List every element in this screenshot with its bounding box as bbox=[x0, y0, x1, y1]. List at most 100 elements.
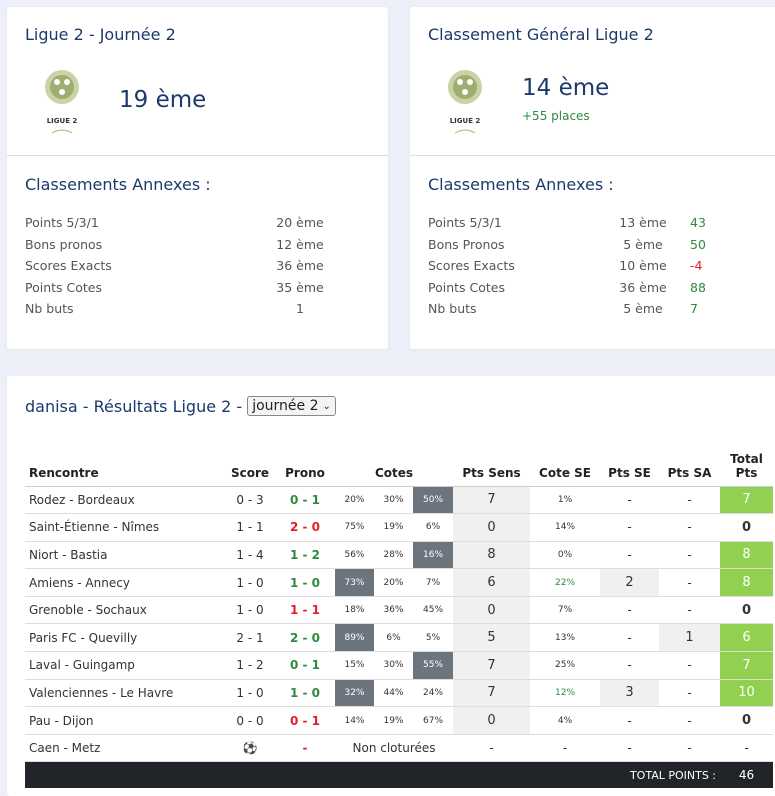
col-cote-se: Cote SE bbox=[530, 442, 601, 487]
pts-se: - bbox=[600, 596, 660, 625]
annexe-points: -4 bbox=[690, 258, 703, 274]
cote-2: 6% bbox=[374, 623, 413, 653]
cote-2: 20% bbox=[374, 568, 413, 597]
pts-sens: 7 bbox=[453, 486, 531, 515]
annexe-label: Scores Exacts bbox=[25, 258, 112, 274]
rank-delta: +55 places bbox=[522, 109, 590, 123]
annexes-list: Points 5/3/1 20 ème Bons pronos 12 ème Score… bbox=[25, 215, 365, 323]
annexe-row: Points 5/3/1 13 ème 43 bbox=[428, 215, 768, 237]
pts-se: - bbox=[600, 541, 660, 570]
annexe-label: Nb buts bbox=[428, 301, 477, 317]
prono: 0 - 1 bbox=[275, 706, 335, 735]
cote-1: 32% bbox=[335, 679, 374, 708]
match-name: Niort - Bastia bbox=[25, 541, 225, 570]
cote-2: 44% bbox=[374, 679, 413, 708]
divider bbox=[7, 155, 388, 156]
cote-3: 24% bbox=[413, 679, 454, 708]
col-cotes: Cotes bbox=[335, 442, 454, 487]
pts-sa: - bbox=[659, 706, 721, 735]
score-pending-icon: ⚽ bbox=[225, 734, 275, 763]
results-table: Rencontre Score Prono Cotes Pts Sens Cot… bbox=[25, 442, 774, 788]
cote-se: 12% bbox=[530, 679, 601, 708]
prono: 1 - 1 bbox=[275, 596, 335, 625]
pts-sens: 5 bbox=[453, 623, 531, 653]
ligue2-logo: LIGUE 2 bbox=[44, 69, 80, 134]
annexe-row: Bons pronos 12 ème bbox=[25, 237, 365, 259]
annexe-label: Bons Pronos bbox=[428, 236, 505, 252]
general-ranking-card: Classement Général Ligue 2 LIGUE 2 14 èm… bbox=[410, 7, 775, 349]
total-pts: 6 bbox=[720, 623, 774, 653]
pts-sa: - bbox=[659, 513, 721, 542]
pts-se: - bbox=[600, 513, 660, 542]
annexes-title: Classements Annexes : bbox=[428, 175, 614, 194]
annexe-label: Points 5/3/1 bbox=[428, 215, 502, 230]
annexe-label: Nb buts bbox=[25, 301, 74, 317]
journee-select[interactable]: journée 2 ⌄ bbox=[247, 396, 336, 416]
cote-2: 28% bbox=[374, 541, 413, 570]
score: 1 - 4 bbox=[225, 541, 275, 570]
score: 0 - 0 bbox=[225, 706, 275, 735]
spacer bbox=[25, 761, 601, 788]
score: 1 - 1 bbox=[225, 513, 275, 542]
col-score: Score bbox=[225, 442, 275, 487]
cote-se: 22% bbox=[530, 568, 601, 597]
annexe-row: Points 5/3/1 20 ème bbox=[25, 215, 365, 237]
cote-1: 18% bbox=[335, 596, 374, 625]
divider bbox=[410, 155, 775, 156]
rank-value: 19 ème bbox=[119, 87, 207, 113]
chevron-down-icon: ⌄ bbox=[322, 400, 331, 412]
cote-2: 36% bbox=[374, 596, 413, 625]
total-value: 46 bbox=[720, 761, 774, 788]
cote-se: 14% bbox=[530, 513, 601, 542]
cote-1: 15% bbox=[335, 651, 374, 680]
match-name: Laval - Guingamp bbox=[25, 651, 225, 680]
cote-1: 14% bbox=[335, 706, 374, 735]
annexe-row: Nb buts 1 bbox=[25, 301, 365, 323]
col-pts-se: Pts SE bbox=[600, 442, 660, 487]
cote-1: 89% bbox=[335, 623, 374, 653]
total-pts: 0 bbox=[720, 706, 774, 735]
table-row: Caen - Metz ⚽ - Non cloturées - - - - - bbox=[25, 734, 774, 763]
pts-se: 3 bbox=[600, 679, 660, 708]
total-pts: 0 bbox=[720, 513, 774, 542]
cote-1: 20% bbox=[335, 486, 374, 515]
cote-se: 4% bbox=[530, 706, 601, 735]
pts-sens: 7 bbox=[453, 651, 531, 680]
prono: 1 - 0 bbox=[275, 568, 335, 597]
cote-3: 16% bbox=[413, 541, 454, 570]
card-title: Ligue 2 - Journée 2 bbox=[25, 25, 176, 44]
cote-3: 55% bbox=[413, 651, 454, 680]
pts-sa: - bbox=[659, 486, 721, 515]
score: 2 - 1 bbox=[225, 623, 275, 653]
col-rencontre: Rencontre bbox=[25, 442, 225, 487]
score: 0 - 3 bbox=[225, 486, 275, 515]
pts-se: - bbox=[600, 706, 660, 735]
match-name: Paris FC - Quevilly bbox=[25, 623, 225, 653]
prono: 0 - 1 bbox=[275, 486, 335, 515]
total-pts: 7 bbox=[720, 651, 774, 680]
annexe-row: Scores Exacts 36 ème bbox=[25, 258, 365, 280]
annexe-row: Scores Exacts 10 ème -4 bbox=[428, 258, 768, 280]
pts-se: 2 bbox=[600, 568, 660, 597]
journee-ranking-card: Ligue 2 - Journée 2 LIGUE 2 19 ème Class… bbox=[7, 7, 388, 349]
annexe-row: Nb buts 5 ème 7 bbox=[428, 301, 768, 323]
journee-select-value: journée 2 bbox=[252, 398, 319, 414]
annexes-title: Classements Annexes : bbox=[25, 175, 211, 194]
annexe-label: Points Cotes bbox=[25, 279, 103, 295]
annexe-rank: 35 ème bbox=[276, 279, 324, 295]
annexe-points: 50 bbox=[690, 236, 706, 252]
cotes-status: Non cloturées bbox=[335, 734, 454, 763]
results-card: danisa - Résultats Ligue 2 - journée 2 ⌄ … bbox=[7, 376, 775, 796]
prono: 0 - 1 bbox=[275, 651, 335, 680]
match-name: Grenoble - Sochaux bbox=[25, 596, 225, 625]
cote-3: 6% bbox=[413, 513, 454, 542]
pts-sens: 8 bbox=[453, 541, 531, 570]
svg-text:LIGUE 2: LIGUE 2 bbox=[47, 117, 78, 125]
annexe-row: Points Cotes 35 ème bbox=[25, 280, 365, 302]
pts-sa: - bbox=[659, 596, 721, 625]
match-name: Saint-Étienne - Nîmes bbox=[25, 513, 225, 542]
